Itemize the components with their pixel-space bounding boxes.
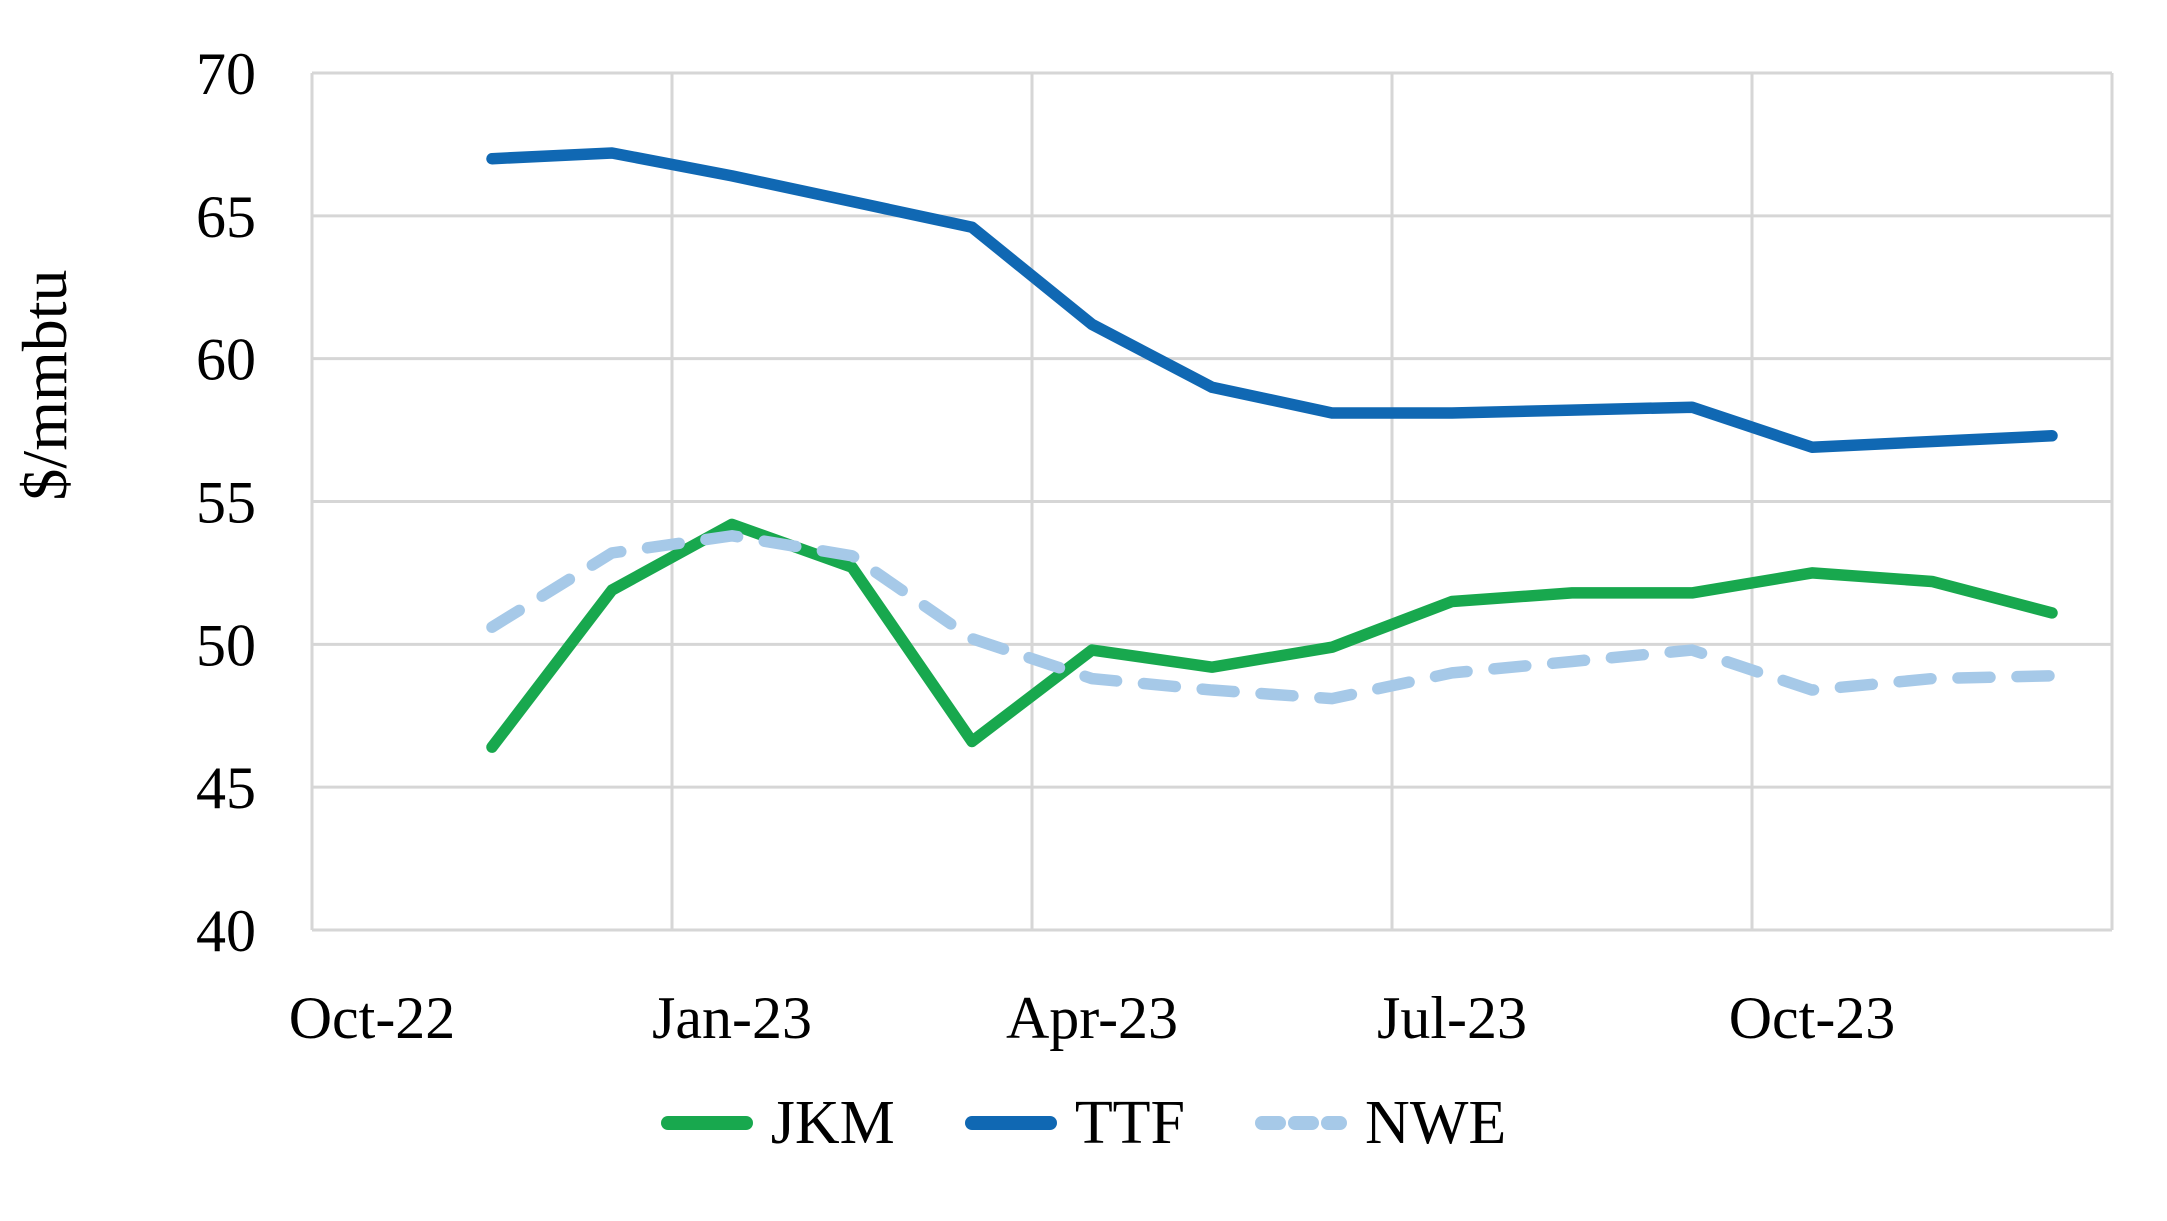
x-axis-tick-label: Oct-22 bbox=[289, 985, 456, 1051]
y-axis-tick-label: 40 bbox=[196, 898, 256, 964]
legend: JKM TTF NWE bbox=[0, 1092, 2167, 1154]
x-axis-tick-labels: Oct-22 Jan-23 Apr-23 Jul-23 Oct-23 bbox=[289, 985, 1896, 1051]
jkm-line bbox=[486, 518, 2058, 753]
y-axis-tick-label: 55 bbox=[196, 470, 256, 536]
legend-label-ttf: TTF bbox=[1074, 1089, 1186, 1157]
y-axis-tick-label: 50 bbox=[196, 612, 256, 678]
series-lines bbox=[486, 147, 2058, 753]
nwe-line bbox=[486, 530, 2058, 705]
y-axis-tick-labels: 40 45 50 55 60 65 70 bbox=[196, 41, 256, 964]
y-axis-tick-label: 70 bbox=[196, 41, 256, 107]
legend-item-nwe: NWE bbox=[1255, 1092, 1506, 1154]
x-axis-tick-label: Apr-23 bbox=[1006, 985, 1178, 1051]
y-axis-tick-label: 45 bbox=[196, 755, 256, 821]
ttf-line bbox=[486, 147, 2058, 453]
gridlines bbox=[310, 71, 2114, 932]
legend-item-ttf: TTF bbox=[964, 1089, 1186, 1157]
legend-swatch-ttf bbox=[964, 1116, 1057, 1130]
legend-item-jkm: JKM bbox=[660, 1089, 895, 1157]
legend-label-jkm: JKM bbox=[770, 1089, 895, 1157]
y-axis-tick-label: 65 bbox=[196, 184, 256, 250]
legend-swatch-jkm bbox=[660, 1116, 753, 1130]
legend-swatch-nwe bbox=[1255, 1116, 1348, 1130]
y-axis-title: $/mmbtu bbox=[9, 269, 80, 500]
x-axis-tick-label: Jan-23 bbox=[652, 985, 812, 1051]
x-axis-tick-label: Jul-23 bbox=[1377, 985, 1527, 1051]
legend-label-nwe: NWE bbox=[1365, 1089, 1507, 1157]
y-axis-tick-label: 60 bbox=[196, 327, 256, 393]
x-axis-tick-label: Oct-23 bbox=[1729, 985, 1896, 1051]
